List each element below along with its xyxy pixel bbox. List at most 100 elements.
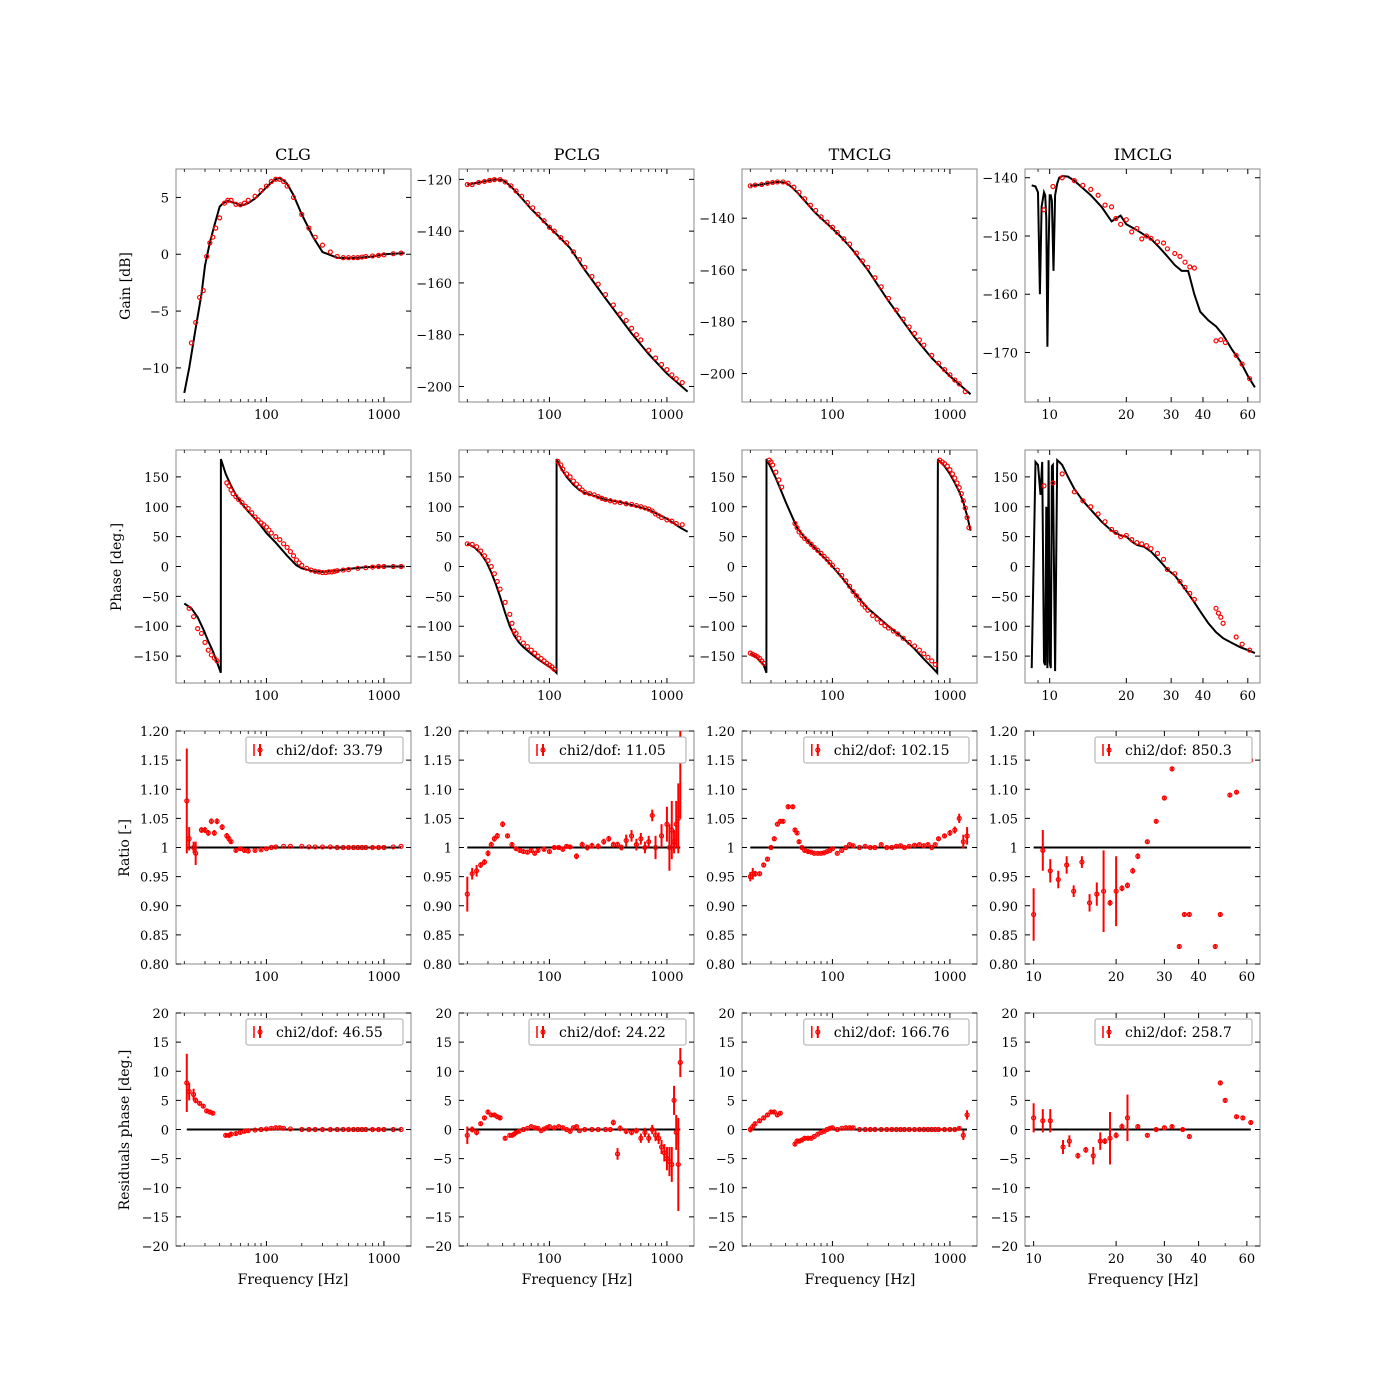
data-point — [1154, 550, 1161, 556]
y-tick-label: 150 — [993, 471, 1018, 486]
x-tick-label: 100 — [537, 970, 562, 985]
data-point — [504, 833, 511, 839]
data-point — [207, 240, 213, 246]
data-point — [290, 194, 297, 201]
legend: chi2/dof: 850.3 — [1094, 736, 1253, 764]
legend-frame — [803, 1018, 970, 1046]
data-point — [535, 847, 541, 854]
data-point — [1119, 885, 1125, 891]
data-point — [473, 544, 480, 550]
data-point — [567, 1128, 573, 1134]
data-point — [1100, 888, 1107, 894]
data-point — [669, 372, 675, 378]
x-tick-label: 1000 — [650, 970, 683, 985]
data-point — [516, 1128, 522, 1134]
ylabel-residuals-phase: Residuals phase [deg.] — [117, 1050, 133, 1211]
data-point — [935, 836, 942, 842]
data-point — [312, 234, 318, 240]
data-point — [211, 830, 217, 836]
data-point — [1177, 578, 1183, 585]
y-tick-label: −140 — [416, 225, 452, 240]
data-point — [485, 557, 491, 564]
data-point — [589, 273, 595, 280]
y-tick-label: 0.95 — [989, 871, 1018, 886]
data-point — [390, 844, 396, 850]
y-tick-label: 20 — [152, 1007, 169, 1022]
data-point — [906, 639, 912, 645]
legend-label: chi2/dof: 46.55 — [276, 1025, 383, 1041]
y-tick-label: −10 — [708, 1182, 735, 1197]
data-point — [649, 1126, 655, 1133]
plot-area — [1031, 174, 1256, 388]
data-point — [567, 474, 573, 480]
data-point — [1153, 1126, 1159, 1133]
x-tick-label: 100 — [254, 689, 279, 704]
y-tick-label: 100 — [144, 501, 169, 516]
data-point — [532, 850, 538, 856]
data-point — [1217, 911, 1223, 918]
data-point — [1134, 540, 1140, 546]
data-point — [513, 630, 519, 637]
data-point — [1119, 1123, 1125, 1130]
data-point — [532, 650, 538, 656]
data-point — [481, 1115, 488, 1121]
data-point — [792, 520, 798, 527]
data-point — [607, 1126, 613, 1133]
axes-frame — [741, 168, 978, 403]
data-point — [960, 1132, 966, 1138]
row-y-labels: Gain [dB] Phase [deg.] Ratio [-] Residua… — [109, 252, 134, 1210]
data-point — [796, 839, 802, 845]
data-point — [369, 253, 376, 259]
data-point — [595, 281, 601, 287]
data-point — [184, 798, 190, 804]
data-point — [649, 812, 655, 819]
data-point — [589, 843, 595, 849]
legend-frame — [803, 736, 970, 764]
data-point — [756, 871, 763, 877]
data-point — [252, 514, 258, 520]
data-point — [818, 550, 824, 556]
y-tick-label: −5 — [999, 1153, 1018, 1168]
data-point — [652, 844, 659, 851]
data-point — [582, 264, 588, 270]
legend-marker — [1106, 747, 1112, 753]
data-point — [345, 1126, 352, 1133]
y-tick-label: 0.80 — [140, 958, 169, 973]
y-tick-label: 5 — [1010, 1094, 1018, 1109]
data-point — [799, 844, 805, 851]
data-point — [190, 614, 197, 620]
data-point — [478, 1121, 484, 1127]
data-point — [878, 620, 884, 626]
y-tick-label: 0.80 — [423, 958, 452, 973]
data-point — [911, 842, 918, 848]
data-point — [579, 841, 585, 848]
data-point — [221, 200, 228, 206]
data-point — [573, 853, 580, 859]
data-point — [774, 821, 780, 827]
data-point — [884, 844, 890, 851]
data-point — [239, 499, 245, 506]
y-tick-label: 0 — [1010, 561, 1018, 576]
y-tick-label: 0 — [444, 1124, 452, 1139]
data-point — [390, 563, 396, 570]
y-tick-label: 1.20 — [706, 725, 735, 740]
x-tick-label: 40 — [1190, 1252, 1207, 1267]
data-point — [843, 578, 849, 584]
axes-frame — [175, 168, 412, 403]
data-point — [323, 569, 329, 576]
x-tick-label: 40 — [1190, 970, 1207, 985]
data-point — [334, 253, 340, 260]
x-tick-label: 100 — [820, 1252, 845, 1267]
data-point — [764, 1112, 771, 1118]
data-point — [546, 848, 553, 855]
x-tick-label: 1000 — [933, 970, 966, 985]
data-point — [628, 325, 635, 331]
data-point — [591, 492, 597, 498]
data-point — [327, 249, 333, 255]
data-point — [776, 477, 782, 483]
data-point — [834, 229, 840, 236]
x-tick-label: 20 — [1118, 689, 1135, 704]
legend-marker — [540, 1029, 546, 1035]
data-point — [1191, 596, 1197, 602]
data-point — [509, 620, 515, 626]
